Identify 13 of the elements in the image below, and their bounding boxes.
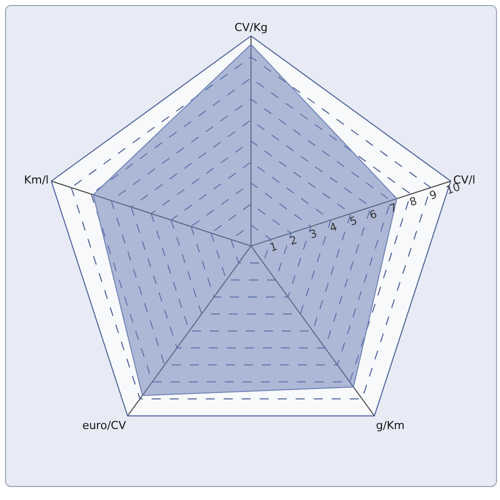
spoke-label: g/Km [376,419,405,432]
spoke-label: CV/Kg [234,21,268,34]
y-tick-label: 9 [428,188,439,202]
y-tick-label: 3 [308,226,319,242]
y-tick-label: 5 [348,214,359,228]
y-tick-label: 2 [288,233,299,248]
spoke-label: euro/CV [82,419,126,432]
spoke-label: Km/l [24,173,49,186]
y-tick-label: 7 [388,200,399,216]
y-tick-label: 1 [268,240,279,254]
y-tick-label: 8 [408,194,419,209]
y-tick-label: 6 [368,207,379,222]
y-tick-label: 4 [328,220,339,235]
